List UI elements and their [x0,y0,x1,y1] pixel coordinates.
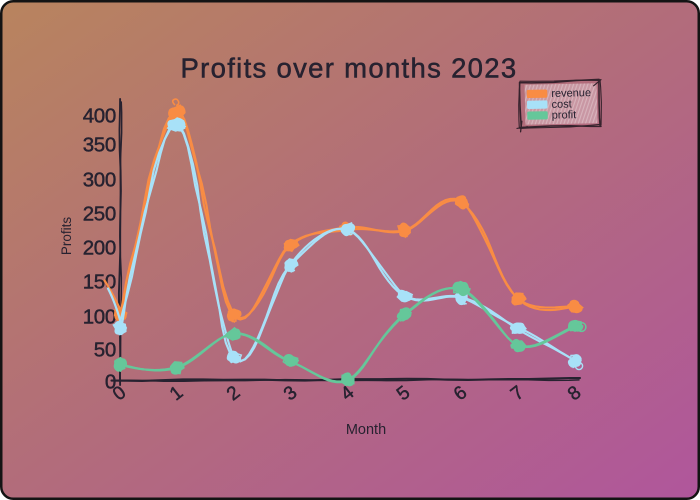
svg-text:100: 100 [83,306,116,329]
svg-text:400: 400 [83,105,116,128]
svg-text:250: 250 [83,203,116,226]
svg-text:300: 300 [83,169,116,192]
svg-text:Profits over months 2023: Profits over months 2023 [181,53,518,84]
svg-text:0: 0 [105,371,116,394]
svg-text:profit: profit [552,109,577,122]
svg-text:200: 200 [83,237,116,260]
svg-text:revenue: revenue [551,87,591,100]
svg-text:cost: cost [551,98,571,110]
svg-text:Month: Month [346,422,386,438]
svg-text:50: 50 [94,339,116,362]
svg-text:Profits: Profits [59,217,74,256]
svg-text:350: 350 [83,134,116,157]
